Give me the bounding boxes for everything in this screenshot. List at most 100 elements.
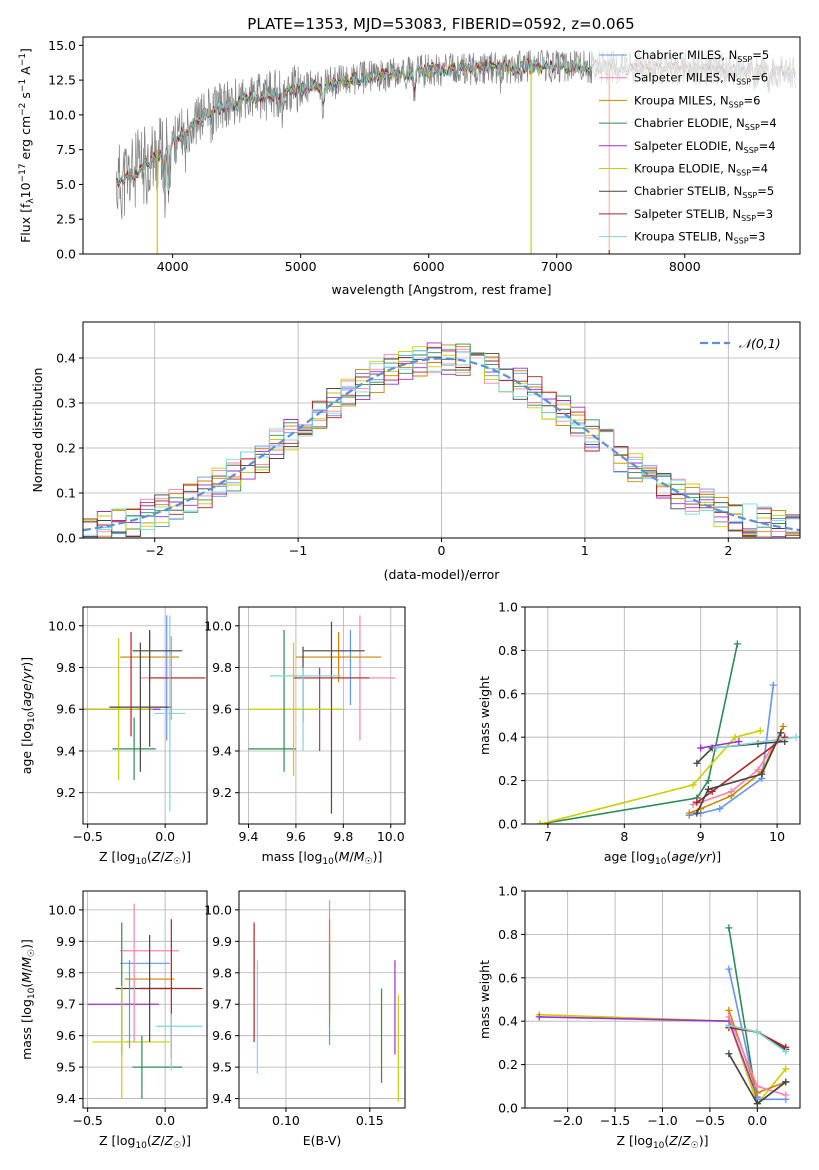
y-tick-label: 9.5 [56, 1060, 76, 1075]
y-tick-label: 0.4 [56, 351, 76, 366]
x-tick-label: −0.5 [72, 1113, 102, 1128]
y-axis-label: mass weight [477, 676, 492, 755]
y-tick-label: 9.9 [212, 934, 232, 949]
mass-weight-marker [725, 1013, 733, 1021]
mass-weight-series [697, 738, 743, 752]
y-tick-label: 9.8 [212, 660, 232, 675]
y-tick-label: 9.8 [212, 965, 232, 980]
y-tick-label: 9.6 [56, 702, 76, 717]
mass-weight-marker [777, 729, 785, 737]
mass-weight-marker [782, 1065, 790, 1073]
mass-weight-marker [689, 781, 697, 789]
y-tick-label: 9.5 [212, 1060, 232, 1075]
axes-frame [82, 36, 801, 255]
errorbar-plot-area [83, 615, 206, 812]
y-tick-label: 0.1 [56, 486, 76, 501]
x-tick-label: 0.15 [356, 1113, 384, 1128]
y-tick-label: 9.6 [212, 702, 232, 717]
mass-weight-marker [536, 820, 544, 824]
residual-histogram-panel: 𝒩(0,1) −2 −1 0 1 2 0.0 0.1 0.2 0.3 0.4 (data-model)… [30, 321, 801, 582]
normal-curve [83, 357, 800, 532]
y-tick-label: 15.0 [48, 38, 76, 53]
mass-weight-marker [693, 798, 701, 806]
y-axis-label: age [log10(age/yr)] [19, 657, 37, 774]
mass-weight-marker [782, 1078, 790, 1086]
mass-weight-marker [697, 744, 705, 752]
mass-weight-marker [693, 809, 701, 817]
spectrum-legend: Chabrier MILES, NSSP=5 Salpeter MILES, NS… [592, 42, 797, 250]
y-tick-label: 0.6 [498, 686, 518, 701]
x-tick-label: 6000 [413, 259, 445, 274]
mass-weight-marker [725, 1022, 733, 1030]
errorbar-point [109, 642, 172, 772]
y-tick-label: 9.6 [56, 1028, 76, 1043]
y-tick-label: 10.0 [48, 618, 76, 633]
x-tick-label: 4000 [157, 259, 189, 274]
x-tick-label: 9.8 [333, 829, 353, 844]
figure-title: PLATE=1353, MJD=53083, FIBERID=0592, z=0… [247, 15, 634, 33]
errorbar-point [154, 615, 186, 812]
x-axis-label: age [log10(age/yr)] [604, 849, 721, 867]
x-tick-label: −1.5 [600, 1113, 630, 1128]
x-tick-label: 0.0 [155, 1113, 175, 1128]
y-axis-label: Flux [fλ10−17 erg cm−2 s−1 A−1] [18, 48, 36, 243]
y-tick-label: 9.2 [56, 785, 76, 800]
x-tick-label: −1.0 [647, 1113, 677, 1128]
mass-weight-marker [733, 640, 741, 648]
legend-label: Salpeter STELIB, NSSP=3 [634, 207, 773, 223]
y-tick-label: 0.3 [56, 396, 76, 411]
x-tick-label: 8 [620, 829, 628, 844]
mass-weight-marker [782, 1048, 790, 1056]
y-tick-label: 1.0 [498, 884, 518, 899]
x-axis-label: Z [log10(Z/Z☉)] [616, 1133, 708, 1151]
y-tick-label: 0.4 [498, 1014, 518, 1029]
mass-weight-marker [735, 738, 743, 746]
x-axis-label: E(B-V) [303, 1133, 342, 1148]
y-tick-label: 0.2 [498, 773, 518, 788]
mass-vs-ebv-panel: 0.10 0.15 9.4 9.5 9.6 9.7 9.8 9.9 10.0 E(B-V) [204, 890, 406, 1148]
mass-weight-series [536, 727, 764, 824]
y-tick-label: 0.0 [56, 531, 76, 546]
mass-weight-marker [758, 770, 766, 778]
y-tick-label: 9.8 [56, 660, 76, 675]
x-tick-label: −1 [289, 543, 307, 558]
mass-weight-marker [753, 1082, 761, 1090]
x-tick-label: 8000 [669, 259, 701, 274]
mass-weight-series [693, 733, 789, 806]
mass-weight-marker [704, 785, 712, 793]
mass-weight-marker [689, 800, 697, 808]
mass-weight-plot-area [536, 640, 800, 824]
y-axis-label: mass [log10(M/M☉)] [19, 939, 37, 1060]
mass-weight-line [539, 1013, 787, 1106]
mass-weight-marker [725, 1050, 733, 1058]
y-tick-label: 10.0 [48, 107, 76, 122]
mass-vs-z-panel: −0.5 0.0 9.4 9.5 9.6 9.7 9.8 9.9 10.0 Z [log10(Z/… [19, 890, 208, 1151]
y-tick-label: 5.0 [56, 177, 76, 192]
mass-weight-series [693, 738, 789, 767]
axes-frame [238, 606, 406, 825]
mass-weight-marker [753, 1100, 761, 1108]
y-axis-label: mass weight [477, 960, 492, 1039]
axes-frame [82, 606, 208, 825]
y-tick-label: 7.5 [56, 142, 76, 157]
errorbar-point [295, 632, 382, 683]
mass-weight-marker [756, 727, 764, 735]
mass-weight-marker [754, 766, 762, 774]
mass-weight-marker [693, 759, 701, 767]
y-axis-label: Normed distribution [30, 368, 45, 493]
mass-weight-marker [708, 787, 716, 795]
mass-weight-marker [753, 1089, 761, 1097]
x-axis-label: Z [log10(Z/Z☉)] [99, 849, 191, 867]
x-tick-label: −2 [145, 543, 163, 558]
mass-weight-marker [769, 681, 777, 689]
y-tick-label: 9.7 [212, 997, 232, 1012]
y-tick-label: 0.0 [56, 247, 76, 262]
y-tick-label: 2.5 [56, 212, 76, 227]
mass-weight-vs-age-panel: 7 8 9 10 0.0 0.2 0.4 0.6 0.8 1.0 age [log10(age/yr… [477, 600, 801, 867]
y-tick-label: 9.2 [212, 785, 232, 800]
axes-frame [524, 606, 801, 825]
y-tick-label: 9.4 [212, 743, 232, 758]
legend-label: Kroupa ELODIE, NSSP=4 [634, 162, 768, 178]
legend-label: Kroupa STELIB, NSSP=3 [634, 230, 765, 246]
